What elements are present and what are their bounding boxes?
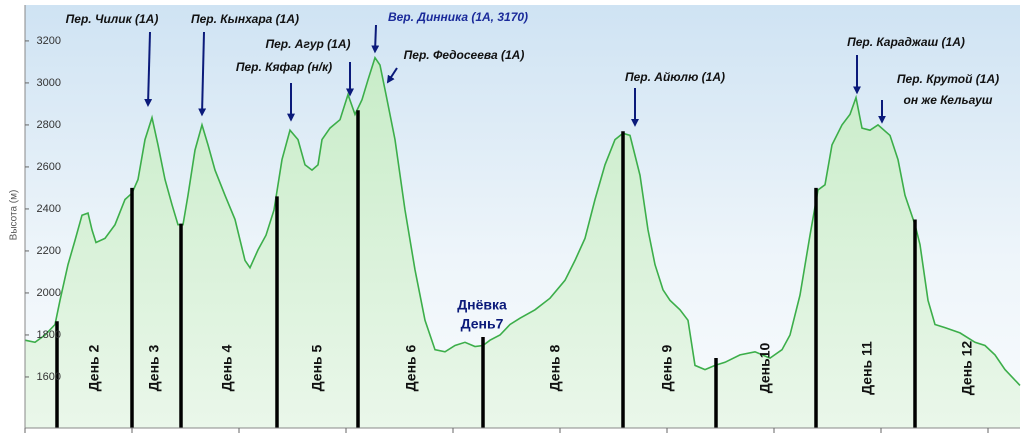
annotation-label: Пер. Агур (1А) (265, 37, 350, 51)
day-label: День10 (757, 343, 773, 394)
day-label: День 11 (859, 341, 875, 395)
y-tick-label: 3200 (37, 35, 61, 47)
y-tick-label: 2600 (37, 161, 61, 173)
annotation-label: Вер. Динника (1А, 3170) (388, 10, 528, 24)
annotation-label: Пер. Кяфар (н/к) (236, 60, 332, 74)
profile-line (24, 55, 1021, 386)
annotation-arrow (371, 24, 380, 54)
y-axis-label: Высота (м) (9, 190, 20, 241)
annotation-label: Пер. Чилик (1А) (66, 12, 159, 26)
rest-day-label: День7 (461, 316, 504, 332)
y-tick-label: 2800 (37, 119, 61, 131)
annotation-arrow (144, 31, 153, 107)
day-label: День 9 (659, 344, 675, 391)
day-label: День 12 (959, 341, 975, 396)
y-tick-label: 2400 (37, 203, 61, 215)
annotation-label: он же Кельауш (904, 93, 993, 107)
y-tick-label: 2000 (37, 287, 61, 299)
day-label: День 3 (146, 344, 162, 391)
annotation-label: Пер. Крутой (1А) (897, 72, 999, 86)
annotation-label: Пер. Айюлю (1А) (625, 70, 725, 84)
day-label: День 5 (309, 344, 325, 391)
day-label: День 2 (86, 344, 102, 391)
rest-day-label: Днёвка (457, 297, 507, 313)
annotation-label: Пер. Караджаш (1А) (847, 35, 965, 49)
day-label: День 8 (547, 344, 563, 391)
y-tick-label: 1600 (37, 371, 61, 383)
annotation-arrow (386, 67, 398, 84)
annotation-arrow (198, 31, 207, 117)
y-tick-label: 2200 (37, 245, 61, 257)
area (25, 57, 1020, 428)
y-tick-label: 1800 (37, 329, 61, 341)
y-tick-label: 3000 (37, 77, 61, 89)
annotation-label: Пер. Кынхара (1А) (191, 12, 299, 26)
annotation-label: Пер. Федосеева (1А) (404, 48, 525, 62)
day-label: День 4 (219, 344, 235, 391)
day-label: День 6 (403, 344, 419, 391)
